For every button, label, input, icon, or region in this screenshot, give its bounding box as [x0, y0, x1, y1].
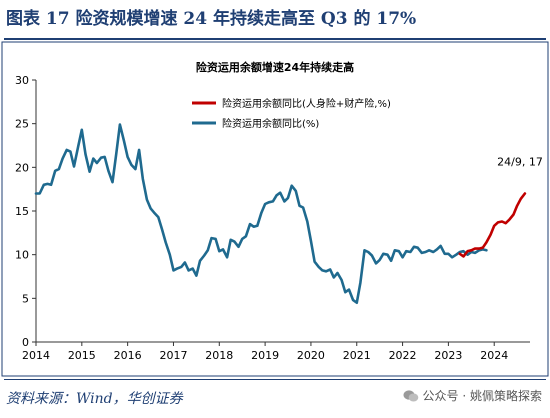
chart-title: 险资运用余额增速24年持续走高: [196, 60, 354, 74]
wechat-icon: [403, 389, 419, 403]
x-tick-label: 2014: [22, 349, 50, 362]
series-layer: [34, 123, 527, 305]
y-tick-label: 25: [15, 118, 29, 131]
watermark-text: 公众号 · 姚佩策略探索: [422, 389, 542, 403]
watermark: 公众号 · 姚佩策略探索: [403, 387, 542, 404]
series-line-1: [34, 123, 488, 305]
x-tick-label: 2021: [343, 349, 371, 362]
x-tick-label: 2019: [251, 349, 279, 362]
x-tick-label: 2024: [480, 349, 508, 362]
y-tick-label: 20: [15, 161, 29, 174]
x-tick-label: 2016: [114, 349, 142, 362]
legend-label-1: 险资运用余额同比(%): [222, 117, 319, 130]
source-note: 资料来源：Wind，华创证券: [6, 391, 183, 407]
chart-svg: 险资运用余额增速24年持续走高 0 5 10 15 20 25 30 2014 2015 2016…: [1, 41, 549, 377]
x-tick-label: 2015: [68, 349, 96, 362]
title-rule: [4, 38, 546, 40]
y-tick-label: 10: [15, 249, 29, 262]
annotation-layer: 24/9, 17: [497, 156, 543, 169]
legend: 险资运用余额同比(人身险+财产险,%) 险资运用余额同比(%): [192, 97, 391, 130]
y-tick-label: 5: [22, 292, 29, 305]
y-tick-label: 15: [15, 205, 29, 218]
legend-label-0: 险资运用余额同比(人身险+财产险,%): [222, 97, 391, 110]
annotation-label: 24/9, 17: [497, 156, 543, 169]
x-tick-label: 2022: [389, 349, 417, 362]
axes: 0 5 10 15 20 25 30 2014 2015 2016 2017 2018 2019 2020…: [15, 74, 530, 362]
chart-frame: [1, 41, 549, 377]
series-line-0: [458, 192, 527, 258]
x-tick-label: 2017: [159, 349, 187, 362]
x-tick-label: 2018: [205, 349, 233, 362]
y-tick-label: 0: [22, 336, 29, 349]
figure-title: 图表 17 险资规模增速 24 年持续走高至 Q3 的 17%: [6, 9, 417, 29]
x-tick-label: 2023: [434, 349, 462, 362]
footer-rule: [4, 379, 546, 380]
x-tick-label: 2020: [297, 349, 325, 362]
y-tick-label: 30: [15, 74, 29, 87]
